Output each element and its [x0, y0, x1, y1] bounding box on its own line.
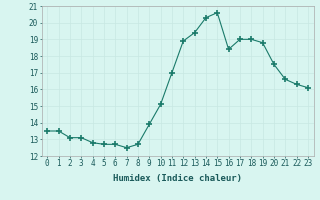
X-axis label: Humidex (Indice chaleur): Humidex (Indice chaleur): [113, 174, 242, 183]
